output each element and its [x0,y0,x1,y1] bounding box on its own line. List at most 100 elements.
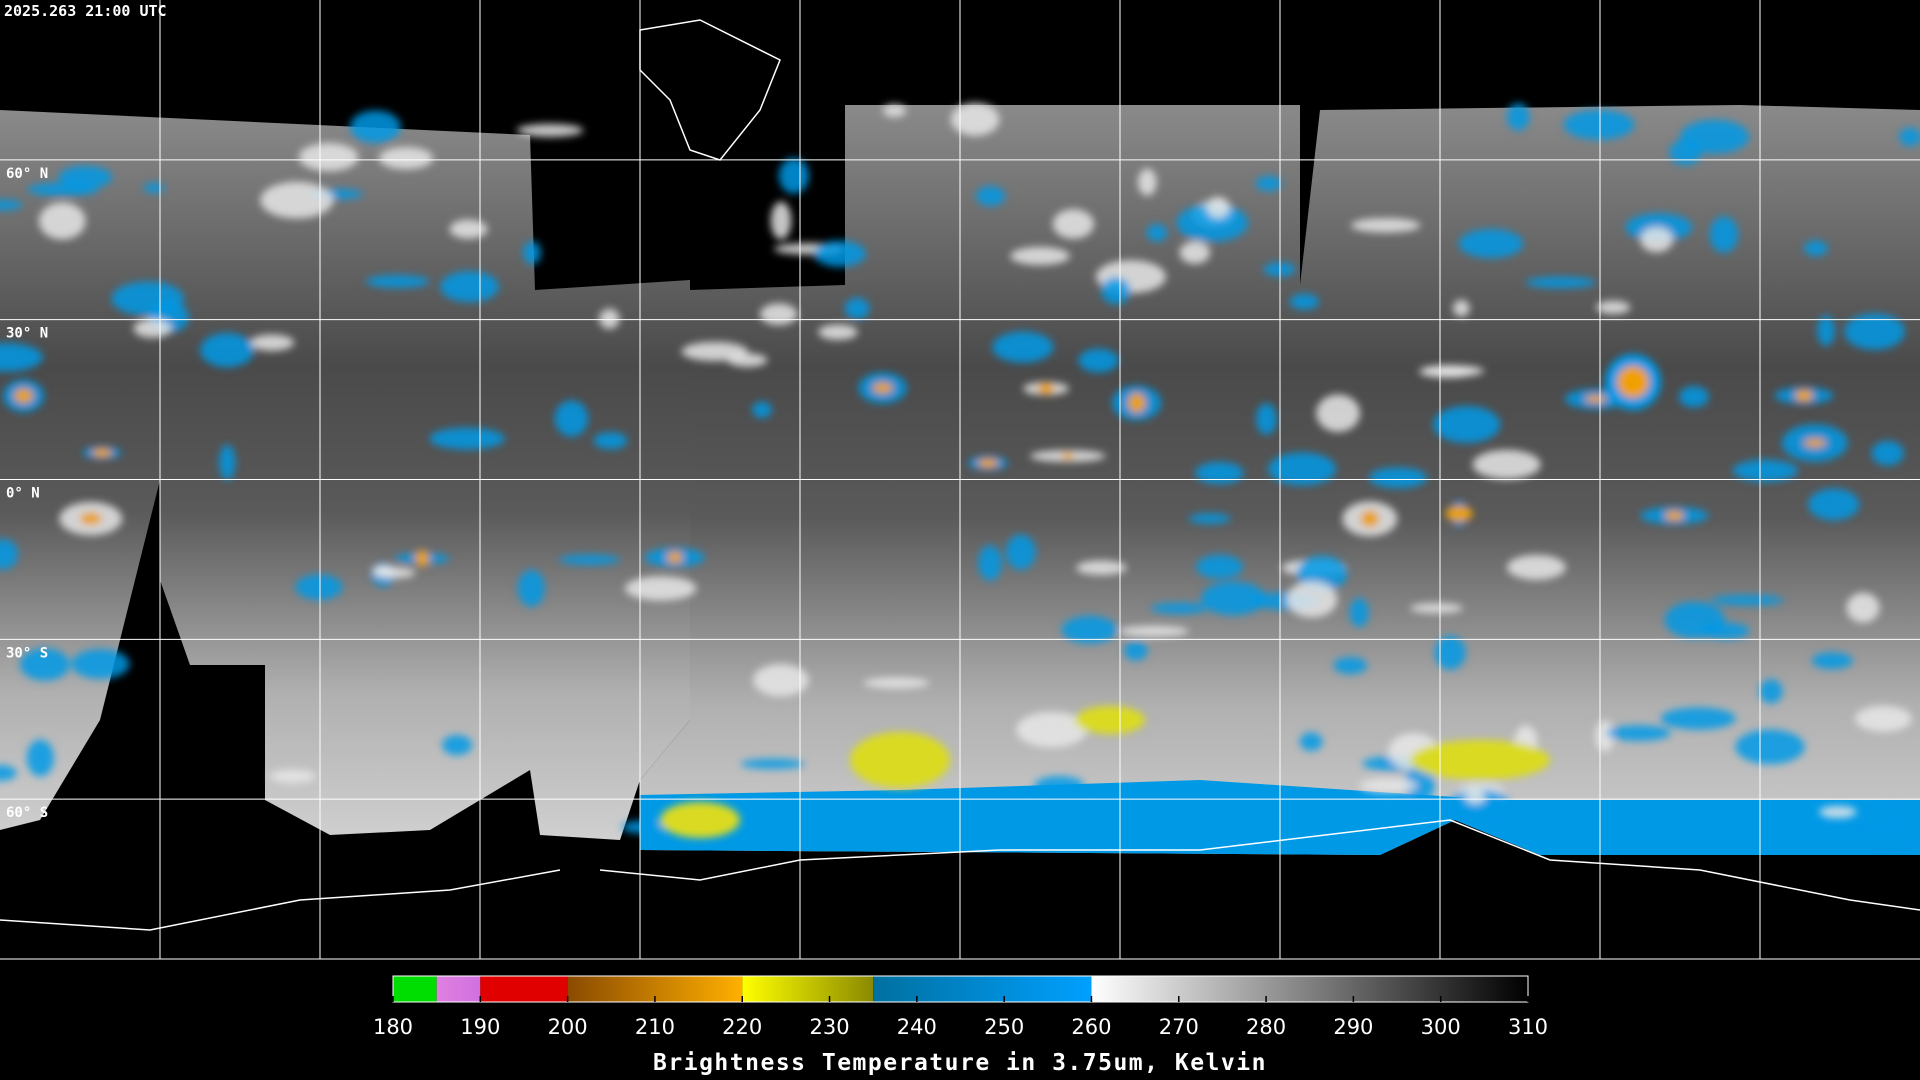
cloud [621,820,671,834]
colorbar: 180 190 200 210 220 230 240 250 260 270 280 290 300 3… [373,975,1548,1039]
cloud [1458,229,1524,259]
cloud [1137,168,1157,196]
cloud-core [415,550,429,567]
coastline [0,869,561,931]
cloud [0,538,18,570]
colorbar-tick-label: 250 [984,1015,1024,1039]
cloud [1010,246,1070,266]
cloud [1052,209,1095,239]
cloud [1855,705,1912,732]
cloud [1333,657,1368,675]
cloud [1680,119,1750,154]
cloud [1465,789,1486,805]
cloud-core [1360,510,1380,528]
cloud [1146,223,1168,242]
cloud [1263,262,1296,277]
cloud [58,165,113,189]
cloud [1255,175,1282,192]
cloud-core [1061,452,1074,461]
colorbar-tick-label: 230 [809,1015,849,1039]
cloud [1034,776,1085,795]
cloud [752,401,772,419]
cloud [0,199,23,211]
cloud [1119,625,1189,637]
cloud [1078,348,1119,373]
cloud [740,758,805,770]
colorbar-tick-label: 290 [1333,1015,1373,1039]
cloud [1678,386,1709,408]
cloud [1563,109,1635,140]
cloud-core [977,458,999,468]
cloud [818,324,858,340]
cloud [373,567,416,579]
cloud [1846,592,1880,623]
cloud [1507,554,1566,580]
cloud [1640,227,1673,253]
colorbar-segment [1091,976,1528,1002]
cloud [1299,732,1323,752]
cloud [1176,203,1249,242]
cloud [1368,467,1428,489]
timestamp: 2025.263 21:00 UTC [4,2,167,20]
latitude-label: 30° S [6,645,48,661]
latitude-labels: 60° N 30° N 0° N 30° S 60° S [6,166,48,821]
cloud [554,400,589,437]
cloud [0,342,43,372]
cloud [1195,554,1243,579]
latitude-label: 60° S [6,805,48,821]
cloud [624,576,697,601]
cold-cloud [850,732,950,788]
cloud [950,102,1000,136]
cloud [143,182,165,194]
colorbar-tick-label: 220 [722,1015,762,1039]
cloud [1596,300,1631,315]
cloud [523,241,541,265]
cloud [0,765,17,781]
cloud [1710,594,1785,606]
colorbar-tick-label: 210 [635,1015,675,1039]
cloud [1289,293,1320,310]
cloud [992,331,1054,363]
cloud-core [79,512,102,526]
cloud [1349,598,1369,628]
cloud [1359,778,1417,793]
colorbar-frame [392,975,1529,1003]
cloud [1709,216,1739,253]
cloud [449,219,488,239]
colorbar-title: Brightness Temperature in 3.75um, Kelvin [653,1050,1267,1076]
cloud [759,303,798,326]
cloud [882,104,907,118]
colorbar-segment [873,976,1092,1002]
cloud [975,186,1006,207]
cloud [1525,276,1596,289]
cloud [1660,707,1736,730]
cloud [298,143,359,172]
cloud [1101,276,1131,305]
cloud [1472,449,1541,480]
cloud [1506,103,1530,131]
colorbar-tick-label: 240 [897,1015,937,1039]
cloud [1433,406,1501,443]
latitude-label: 0° N [6,486,40,502]
cloud [1316,394,1361,432]
cloud [26,739,54,777]
cloud-core [872,382,893,394]
cloud-core [14,388,34,404]
cloud [20,648,70,681]
cloud [1732,459,1799,482]
colorbar-tick-label: 200 [548,1015,588,1039]
cloud-core [1585,394,1607,403]
cloud [863,677,930,689]
cloud [1268,452,1337,486]
cloud-core [1037,382,1055,395]
cloud [1865,808,1920,843]
cloud [1898,127,1920,147]
cloud [1286,581,1338,618]
colorbar-tick-label: 280 [1246,1015,1286,1039]
cloud [813,240,867,267]
cold-cloud [1410,740,1550,780]
cloud [1188,513,1231,524]
cloud [517,569,545,607]
cloud [429,427,505,450]
